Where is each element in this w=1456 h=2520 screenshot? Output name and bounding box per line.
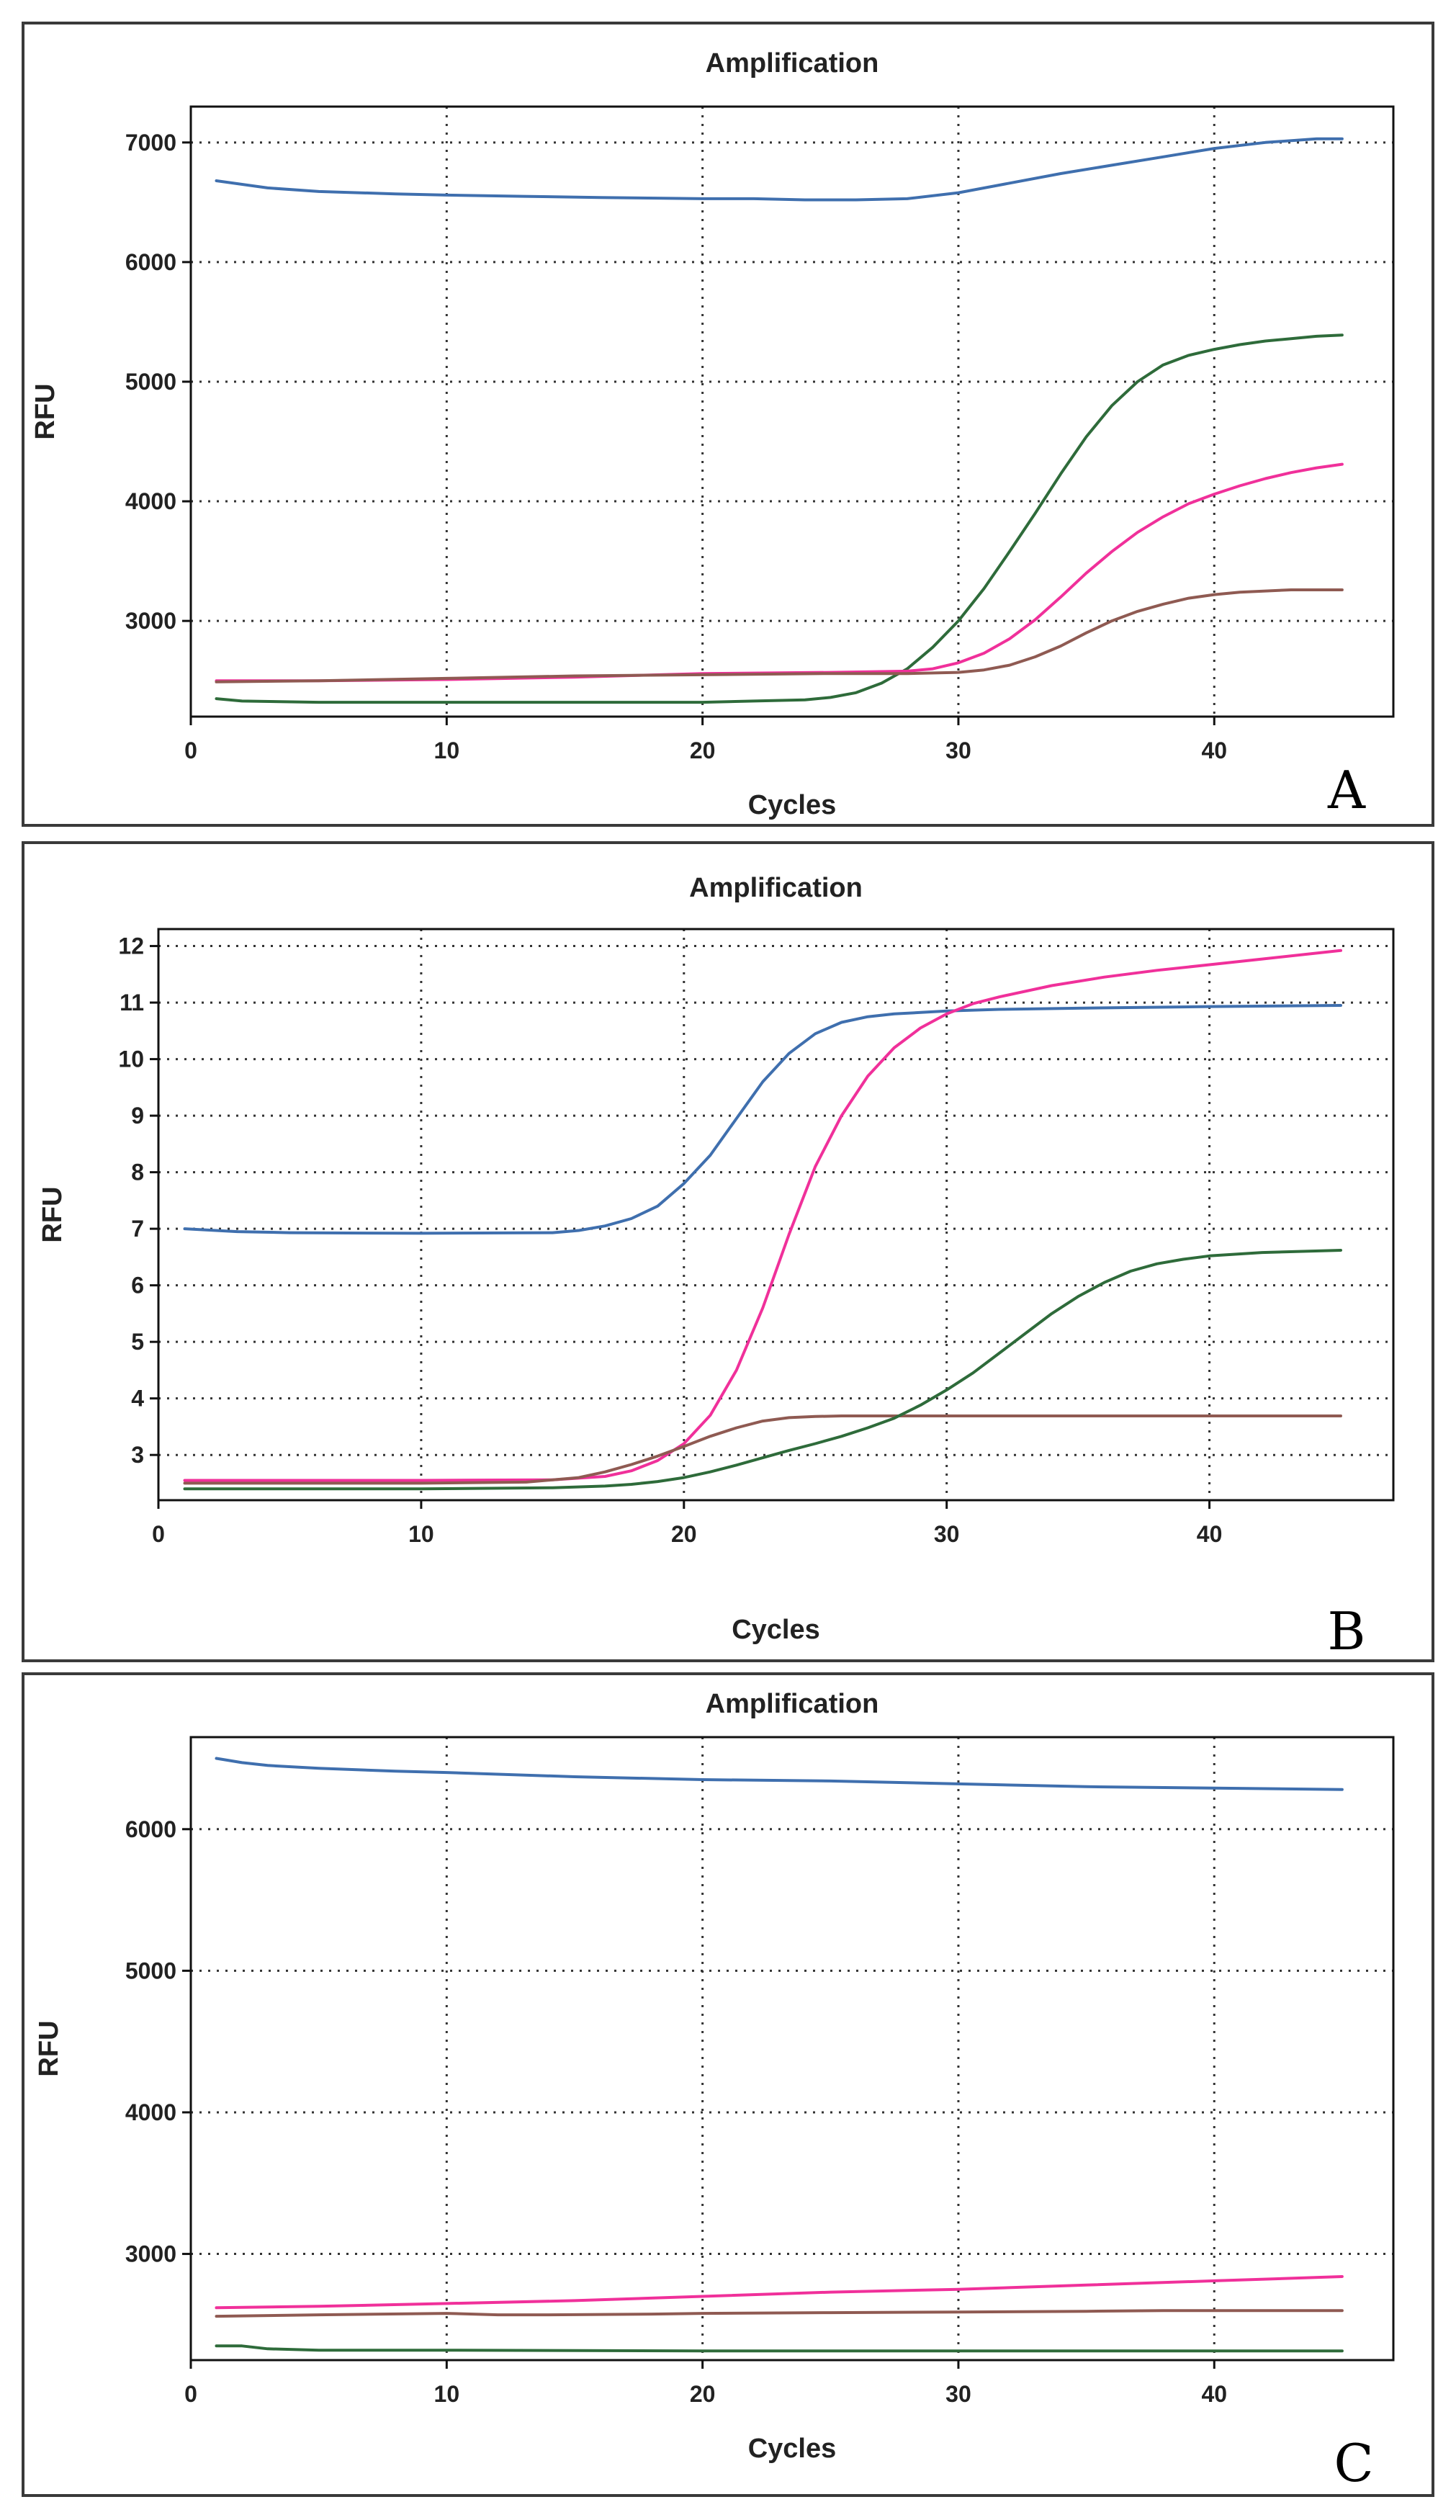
x-tick-label: 40 xyxy=(1201,737,1227,763)
series-line-brown xyxy=(215,2309,1344,2318)
y-tick-label: 5 xyxy=(131,1329,144,1355)
y-tick-label: 3 xyxy=(131,1442,144,1468)
y-tick-label: 5000 xyxy=(125,369,176,395)
x-tick-label: 30 xyxy=(945,2381,971,2407)
series-line-brown xyxy=(215,588,1344,683)
y-tick-label: 4 xyxy=(131,1386,144,1412)
series-line-blue xyxy=(183,1004,1342,1235)
panel-letter-b: B xyxy=(1328,1601,1366,1662)
y-tick-label: 5000 xyxy=(125,1958,176,1983)
chart-title: Amplification xyxy=(706,1689,879,1719)
y-tick-label: 8 xyxy=(131,1160,144,1185)
chart-panel-c: 0 10 20 30 40 3000 4000 5000 6000 Amplification Cy… xyxy=(34,1689,1395,2493)
y-tick-label: 6000 xyxy=(125,249,176,275)
x-tick-label: 10 xyxy=(434,2381,460,2407)
y-tick-label: 12 xyxy=(118,933,144,959)
y-tick-label: 11 xyxy=(120,990,144,1015)
x-tick-label: 0 xyxy=(184,2381,197,2407)
panel-letter-c: C xyxy=(1334,2433,1373,2493)
y-tick-label: 6000 xyxy=(125,1816,176,1842)
x-axis-label: Cycles xyxy=(748,790,837,820)
y-tick-label: 9 xyxy=(131,1103,144,1129)
chart-title: Amplification xyxy=(689,873,863,903)
y-tick-label: 10 xyxy=(118,1046,144,1072)
plot-area-border xyxy=(189,1736,1395,2362)
y-axis-label: RFU xyxy=(30,383,60,439)
y-tick-label: 4000 xyxy=(125,2099,176,2125)
x-axis-label: Cycles xyxy=(732,1615,820,1645)
series-line-green xyxy=(215,2344,1344,2353)
x-tick-label: 40 xyxy=(1197,1521,1223,1547)
x-tick-label: 30 xyxy=(934,1521,960,1547)
series-line-magenta xyxy=(215,462,1344,683)
y-tick-label: 3000 xyxy=(125,608,176,634)
chart-panel-b: 0 10 20 30 40 3 4 5 6 7 8 9 10 11 12 Amplification Cycle… xyxy=(37,873,1395,1662)
x-tick-label: 20 xyxy=(690,737,716,763)
y-tick-label: 6 xyxy=(131,1273,144,1299)
x-tick-label: 30 xyxy=(945,737,971,763)
series-line-brown xyxy=(183,1414,1342,1485)
panel-letter-a: A xyxy=(1327,760,1366,820)
y-tick-label: 3000 xyxy=(125,2241,176,2267)
x-tick-label: 10 xyxy=(434,737,460,763)
series-line-green xyxy=(215,333,1344,704)
plot-area-border xyxy=(189,105,1395,718)
series-line-blue xyxy=(215,1757,1344,1791)
plot-area-border xyxy=(157,928,1395,1502)
series-line-green xyxy=(183,1249,1342,1491)
x-tick-label: 10 xyxy=(408,1521,434,1547)
panel-a-frame xyxy=(22,22,1434,827)
chart-panel-a: 0 10 20 30 40 3000 4000 5000 6000 7000 Amplificati… xyxy=(30,48,1395,820)
panel-b-frame xyxy=(22,841,1434,1662)
x-tick-label: 20 xyxy=(690,2381,716,2407)
series-line-magenta xyxy=(183,949,1342,1482)
series-line-blue xyxy=(215,137,1344,202)
x-axis-label: Cycles xyxy=(748,2434,837,2464)
series-line-magenta xyxy=(215,2275,1344,2310)
y-tick-label: 4000 xyxy=(125,488,176,514)
x-tick-label: 0 xyxy=(184,737,197,763)
x-tick-label: 0 xyxy=(152,1521,165,1547)
x-tick-label: 40 xyxy=(1201,2381,1227,2407)
x-tick-label: 20 xyxy=(671,1521,697,1547)
y-tick-label: 7000 xyxy=(125,130,176,156)
y-tick-label: 7 xyxy=(131,1216,144,1242)
y-axis-label: RFU xyxy=(34,2020,64,2076)
y-axis-label: RFU xyxy=(37,1186,68,1242)
chart-title: Amplification xyxy=(706,48,879,79)
